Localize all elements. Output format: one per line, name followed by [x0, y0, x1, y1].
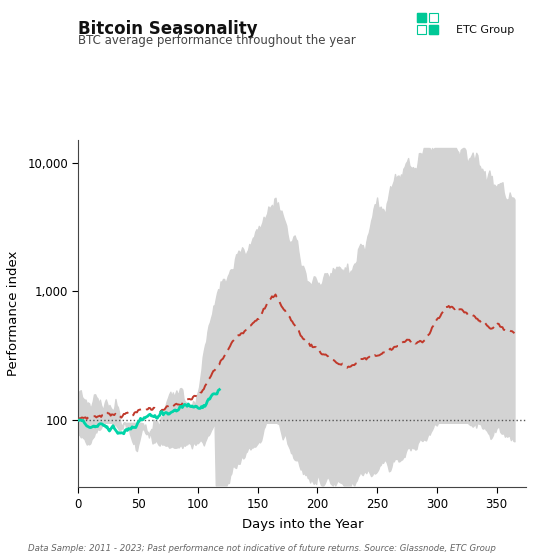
Text: Data Sample: 2011 - 2023; Past performance not indicative of future returns. Sou: Data Sample: 2011 - 2023; Past performan…: [28, 544, 496, 553]
Text: ETC Group: ETC Group: [456, 25, 515, 35]
Legend: 2024, Average: 2024, Average: [206, 554, 399, 560]
Text: BTC average performance throughout the year: BTC average performance throughout the y…: [78, 34, 356, 46]
Y-axis label: Performance index: Performance index: [7, 251, 20, 376]
Text: Bitcoin Seasonality: Bitcoin Seasonality: [78, 20, 258, 38]
X-axis label: Days into the Year: Days into the Year: [242, 517, 363, 530]
